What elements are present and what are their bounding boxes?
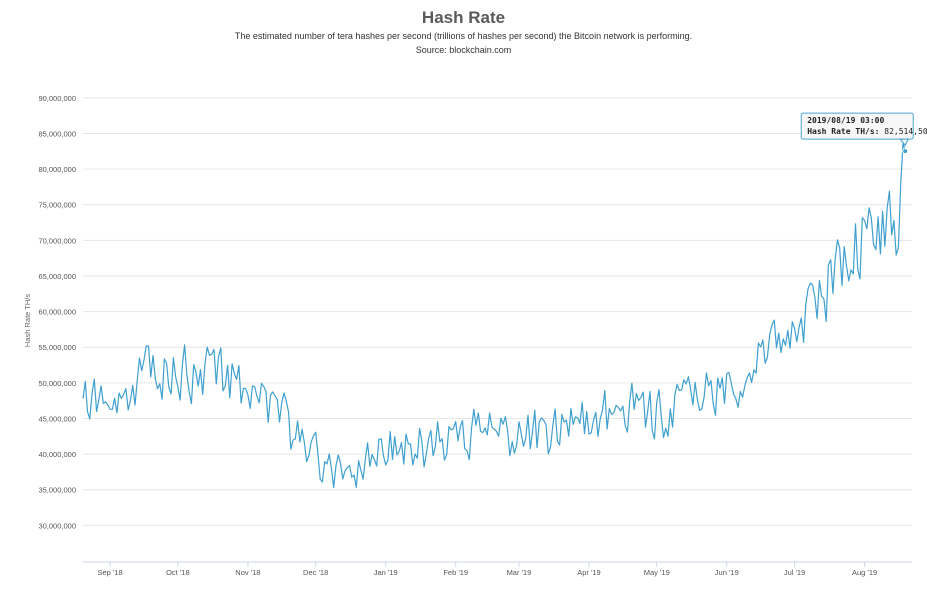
- tooltip-date: 2019/08/19 03:00: [807, 116, 884, 125]
- x-tick-label: Apr '19: [577, 568, 601, 577]
- y-tick-label: 70,000,000: [38, 236, 76, 245]
- y-tick-label: 55,000,000: [38, 343, 76, 352]
- chart-source: Source: blockchain.com: [415, 45, 512, 55]
- x-tick-label: Jul '19: [784, 568, 805, 577]
- tooltip-value: 82,514,505: [884, 127, 927, 136]
- y-axis-label: Hash Rate TH/s: [23, 294, 32, 347]
- y-tick-label: 45,000,000: [38, 414, 76, 423]
- x-tick-label: Mar '19: [507, 568, 532, 577]
- x-tick-label: Sep '18: [98, 568, 123, 577]
- y-tick-label: 80,000,000: [38, 165, 76, 174]
- y-tick-label: 60,000,000: [38, 308, 76, 317]
- tooltip-box: [800, 112, 914, 140]
- y-tick-label: 35,000,000: [38, 486, 76, 495]
- tooltip-label: Hash Rate TH/s:: [807, 127, 884, 136]
- y-tick-label: 30,000,000: [38, 521, 76, 530]
- hover-point-marker: [902, 148, 909, 155]
- tooltip-pointer: [899, 138, 910, 147]
- x-tick-label: Dec '18: [303, 568, 328, 577]
- y-tick-label: 40,000,000: [38, 450, 76, 459]
- chart-title: Hash Rate: [421, 8, 506, 27]
- x-tick-label: Oct '18: [166, 568, 190, 577]
- x-tick-label: Aug '19: [852, 568, 877, 577]
- chart-subtitle: The estimated number of tera hashes per …: [234, 31, 693, 41]
- y-tick-label: 65,000,000: [38, 272, 76, 281]
- x-tick-label: Feb '19: [443, 568, 468, 577]
- tooltip-value-line: Hash Rate TH/s: 82,514,505: [807, 127, 927, 136]
- y-tick-label: 90,000,000: [38, 94, 76, 103]
- x-tick-label: May '19: [644, 568, 670, 577]
- y-tick-label: 75,000,000: [38, 201, 76, 210]
- y-tick-label: 50,000,000: [38, 379, 76, 388]
- x-tick-label: Jan '19: [374, 568, 398, 577]
- x-tick-label: Jun '19: [715, 568, 739, 577]
- x-tick-label: Nov '18: [235, 568, 260, 577]
- y-tick-label: 85,000,000: [38, 129, 76, 138]
- hash-rate-series-line[interactable]: [82, 142, 906, 488]
